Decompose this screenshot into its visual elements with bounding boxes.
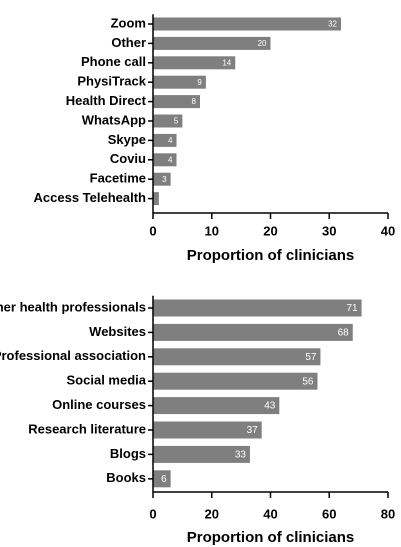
bar bbox=[153, 75, 206, 89]
bar bbox=[153, 56, 236, 70]
value-label: 9 bbox=[197, 78, 202, 87]
category-label: Skype bbox=[108, 132, 146, 147]
category-label: Facetime bbox=[90, 171, 146, 186]
bar bbox=[153, 470, 171, 488]
category-label: Social media bbox=[67, 373, 147, 388]
x-tick-label: 0 bbox=[149, 223, 156, 238]
value-label: 32 bbox=[328, 20, 337, 29]
x-tick-label: 10 bbox=[205, 223, 219, 238]
value-label: 43 bbox=[264, 401, 276, 412]
category-label: Phone call bbox=[81, 54, 146, 69]
value-label: 6 bbox=[161, 474, 167, 485]
category-label: Books bbox=[106, 470, 146, 485]
category-label: Zoom bbox=[111, 15, 146, 30]
x-tick-label: 80 bbox=[381, 506, 395, 521]
bar bbox=[153, 372, 318, 390]
bar bbox=[153, 153, 177, 167]
x-tick-label: 30 bbox=[322, 223, 336, 238]
category-label: WhatsApp bbox=[82, 112, 146, 127]
bar bbox=[153, 397, 280, 415]
category-label: Access Telehealth bbox=[34, 190, 147, 205]
x-axis-title: Proportion of clinicians bbox=[187, 529, 355, 546]
bar bbox=[153, 192, 159, 206]
category-label: Health Direct bbox=[66, 93, 147, 108]
x-tick-label: 60 bbox=[322, 506, 336, 521]
bar bbox=[153, 323, 353, 341]
value-label: 3 bbox=[162, 175, 167, 184]
category-label: Blogs bbox=[110, 446, 146, 461]
x-tick-label: 40 bbox=[263, 506, 277, 521]
bar bbox=[153, 133, 177, 147]
category-label: Websites bbox=[89, 324, 146, 339]
category-label: Online courses bbox=[52, 397, 146, 412]
value-label: 14 bbox=[222, 58, 231, 67]
value-label: 33 bbox=[235, 450, 247, 461]
value-label: 5 bbox=[174, 117, 179, 126]
value-label: 8 bbox=[192, 97, 197, 106]
x-tick-label: 40 bbox=[381, 223, 395, 238]
value-label: 20 bbox=[258, 39, 267, 48]
value-label: 68 bbox=[338, 328, 350, 339]
category-label: Professional association bbox=[0, 348, 146, 363]
x-tick-label: 20 bbox=[205, 506, 219, 521]
value-label: 37 bbox=[247, 425, 259, 436]
value-label: 57 bbox=[305, 352, 317, 363]
category-label: Coviu bbox=[110, 151, 146, 166]
bar bbox=[153, 114, 183, 128]
bar bbox=[153, 95, 200, 109]
category-label: PhysiTrack bbox=[77, 74, 146, 89]
x-tick-label: 0 bbox=[149, 506, 156, 521]
bar bbox=[153, 17, 341, 31]
category-label: Research literature bbox=[28, 421, 146, 436]
x-axis-title: Proportion of clinicians bbox=[187, 247, 355, 264]
x-tick-label: 20 bbox=[263, 223, 277, 238]
bar bbox=[153, 299, 362, 317]
bar bbox=[153, 348, 321, 366]
bar bbox=[153, 445, 250, 463]
value-label: 56 bbox=[302, 376, 314, 387]
bar bbox=[153, 421, 262, 439]
category-label: Other bbox=[111, 35, 146, 50]
category-label: Other health professionals bbox=[0, 299, 146, 314]
value-label: 4 bbox=[168, 155, 173, 164]
bar bbox=[153, 172, 171, 186]
value-label: 4 bbox=[168, 136, 173, 145]
value-label: 71 bbox=[346, 303, 358, 314]
bar bbox=[153, 36, 271, 50]
